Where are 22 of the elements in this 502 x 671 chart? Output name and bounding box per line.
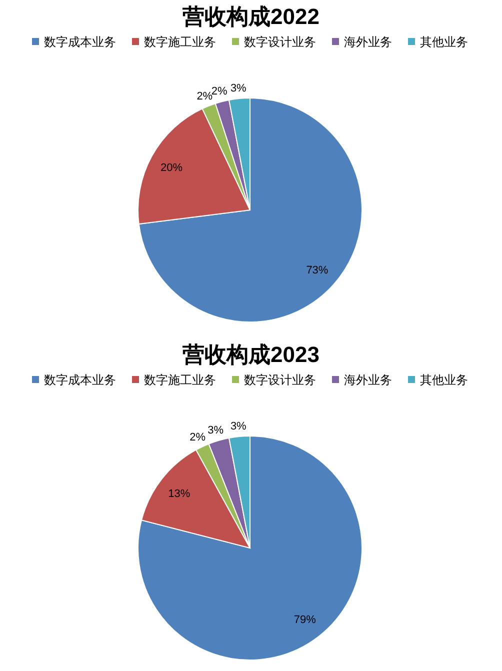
- legend-label: 数字成本业务: [44, 35, 116, 49]
- data-label: 2%: [196, 90, 213, 102]
- legend-label: 其他业务: [420, 35, 468, 49]
- data-label: 2%: [190, 432, 206, 444]
- data-label: 79%: [294, 614, 316, 626]
- data-label: 3%: [230, 420, 247, 432]
- data-label: 3%: [230, 82, 247, 94]
- data-label: 3%: [208, 424, 224, 437]
- legend-label: 数字施工业务: [144, 35, 216, 49]
- data-label: 2%: [211, 86, 228, 98]
- legend-label: 数字成本业务: [44, 373, 116, 387]
- chart-title: 营收构成2023: [182, 342, 320, 367]
- legend-label: 数字设计业务: [244, 35, 316, 49]
- legend-label: 海外业务: [344, 373, 392, 387]
- legend-label: 海外业务: [344, 35, 392, 49]
- data-label: 73%: [306, 264, 328, 276]
- data-label: 13%: [168, 488, 190, 500]
- data-label: 20%: [160, 162, 183, 174]
- legend-label: 数字设计业务: [244, 373, 316, 387]
- legend-label: 其他业务: [420, 373, 468, 387]
- legend-label: 数字施工业务: [144, 373, 216, 387]
- chart-title: 营收构成2022: [182, 4, 320, 29]
